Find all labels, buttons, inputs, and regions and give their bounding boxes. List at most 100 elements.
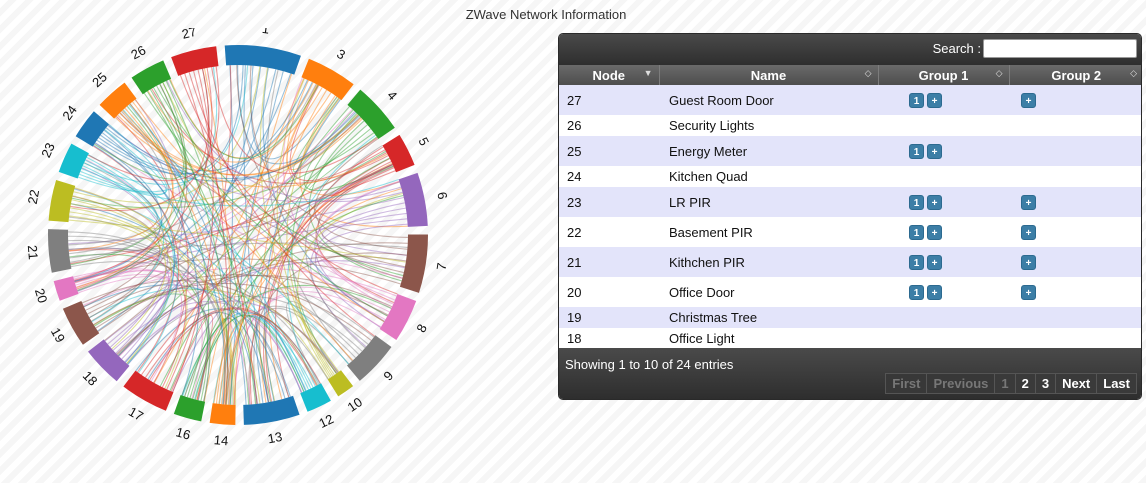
chord-link: [95, 275, 393, 329]
column-header-name[interactable]: Name ◇: [659, 65, 879, 85]
table-row[interactable]: 18 Office Light: [559, 328, 1141, 349]
chord-link: [189, 317, 250, 405]
pagination-page-1[interactable]: 1: [994, 373, 1016, 394]
node-arc-19[interactable]: [62, 300, 100, 345]
chord-link: [194, 314, 305, 400]
node-arc-12[interactable]: [300, 383, 331, 412]
chord-link: [101, 132, 226, 405]
chord-link: [286, 300, 360, 385]
node-arc-22[interactable]: [48, 180, 76, 223]
chord-link: [93, 282, 372, 341]
cell-node: 19: [559, 307, 659, 328]
column-header-group-1[interactable]: Group 1 ◇: [878, 65, 1010, 85]
node-arc-3[interactable]: [301, 58, 354, 101]
chord-link: [69, 253, 209, 402]
table-row[interactable]: 25 Energy Meter 1 +: [559, 136, 1141, 166]
chord-link: [134, 99, 385, 323]
chord-link: [179, 74, 398, 295]
table-row[interactable]: 27 Guest Room Door 1 + +: [559, 85, 1141, 115]
node-arc-20[interactable]: [53, 276, 79, 301]
add-association-button[interactable]: +: [1021, 93, 1036, 109]
chord-link: [100, 81, 313, 176]
cell-group-1: [878, 307, 1009, 328]
chord-link: [127, 307, 210, 401]
add-association-button[interactable]: +: [927, 225, 942, 241]
add-association-button[interactable]: +: [927, 195, 942, 211]
chord-link: [119, 112, 362, 176]
chord-link: [222, 65, 234, 405]
pagination-last[interactable]: Last: [1096, 373, 1137, 394]
node-arc-6[interactable]: [398, 172, 428, 227]
node-arc-23[interactable]: [58, 143, 89, 179]
table-row[interactable]: 21 Kithchen PIR 1 + +: [559, 247, 1141, 277]
add-association-button[interactable]: +: [927, 285, 942, 301]
chord-link: [258, 89, 328, 403]
node-arc-27[interactable]: [171, 46, 219, 76]
node-arc-14[interactable]: [209, 403, 236, 425]
chord-link: [181, 284, 392, 396]
pagination-page-3[interactable]: 3: [1034, 373, 1057, 394]
node-arc-24[interactable]: [75, 111, 110, 147]
chord-link: [69, 215, 188, 389]
table-row[interactable]: 24 Kitchen Quad: [559, 166, 1141, 187]
cell-group-2: +: [1009, 217, 1141, 247]
node-arc-18[interactable]: [88, 339, 130, 382]
node-arc-17[interactable]: [123, 370, 174, 411]
column-header-group-2[interactable]: Group 2 ◇: [1009, 65, 1141, 85]
chord-link: [68, 231, 230, 405]
table-row[interactable]: 23 LR PIR 1 + +: [559, 187, 1141, 217]
add-association-button[interactable]: +: [1021, 195, 1036, 211]
group-member-button[interactable]: 1: [909, 255, 924, 271]
node-arc-26[interactable]: [131, 60, 172, 95]
group-member-button[interactable]: 1: [909, 225, 924, 241]
node-arc-25[interactable]: [99, 82, 137, 119]
chord-link: [188, 72, 375, 337]
add-association-button[interactable]: +: [1021, 225, 1036, 241]
group-member-button[interactable]: 1: [909, 285, 924, 301]
add-association-button[interactable]: +: [927, 255, 942, 271]
pagination-previous[interactable]: Previous: [926, 373, 996, 394]
table-row[interactable]: 20 Office Door 1 + +: [559, 277, 1141, 307]
node-arc-16[interactable]: [173, 395, 206, 422]
chord-link: [86, 156, 165, 323]
chord-link: [212, 315, 310, 404]
node-arc-21[interactable]: [48, 229, 72, 273]
chord-link: [93, 144, 176, 363]
add-association-button[interactable]: +: [927, 93, 942, 109]
node-arc-9[interactable]: [346, 335, 392, 381]
chord-link: [275, 146, 384, 398]
chord-link: [83, 68, 210, 308]
cell-group-2: [1009, 307, 1141, 328]
node-arc-13[interactable]: [243, 395, 300, 425]
search-input[interactable]: [983, 39, 1137, 58]
chord-link: [68, 249, 187, 388]
cell-node: 23: [559, 187, 659, 217]
node-arc-4[interactable]: [347, 89, 395, 140]
group-member-button[interactable]: 1: [909, 144, 924, 160]
node-arc-8[interactable]: [379, 294, 417, 340]
column-header-node[interactable]: Node ▼: [559, 65, 660, 85]
node-label: 27: [180, 28, 198, 42]
add-association-button[interactable]: +: [1021, 255, 1036, 271]
node-arc-10[interactable]: [327, 370, 354, 397]
chord-link: [159, 106, 350, 387]
group-member-button[interactable]: 1: [909, 195, 924, 211]
pagination-page-2[interactable]: 2: [1014, 373, 1036, 394]
add-association-button[interactable]: +: [1021, 285, 1036, 301]
node-arc-7[interactable]: [399, 234, 428, 293]
node-arc-1[interactable]: [224, 45, 301, 75]
cell-node: 27: [559, 85, 659, 115]
node-arc-5[interactable]: [382, 134, 415, 173]
table-row[interactable]: 26 Security Lights: [559, 115, 1141, 136]
table-row[interactable]: 22 Basement PIR 1 + +: [559, 217, 1141, 247]
group-member-button[interactable]: 1: [909, 93, 924, 109]
chord-link: [297, 192, 403, 378]
pagination-next[interactable]: Next: [1055, 373, 1098, 394]
table-row[interactable]: 19 Christmas Tree: [559, 307, 1141, 328]
pagination-first[interactable]: First: [885, 373, 928, 394]
chord-link: [74, 270, 303, 393]
chord-link: [69, 211, 167, 350]
add-association-button[interactable]: +: [927, 144, 942, 160]
chord-link: [118, 128, 372, 357]
chord-link: [70, 207, 235, 405]
